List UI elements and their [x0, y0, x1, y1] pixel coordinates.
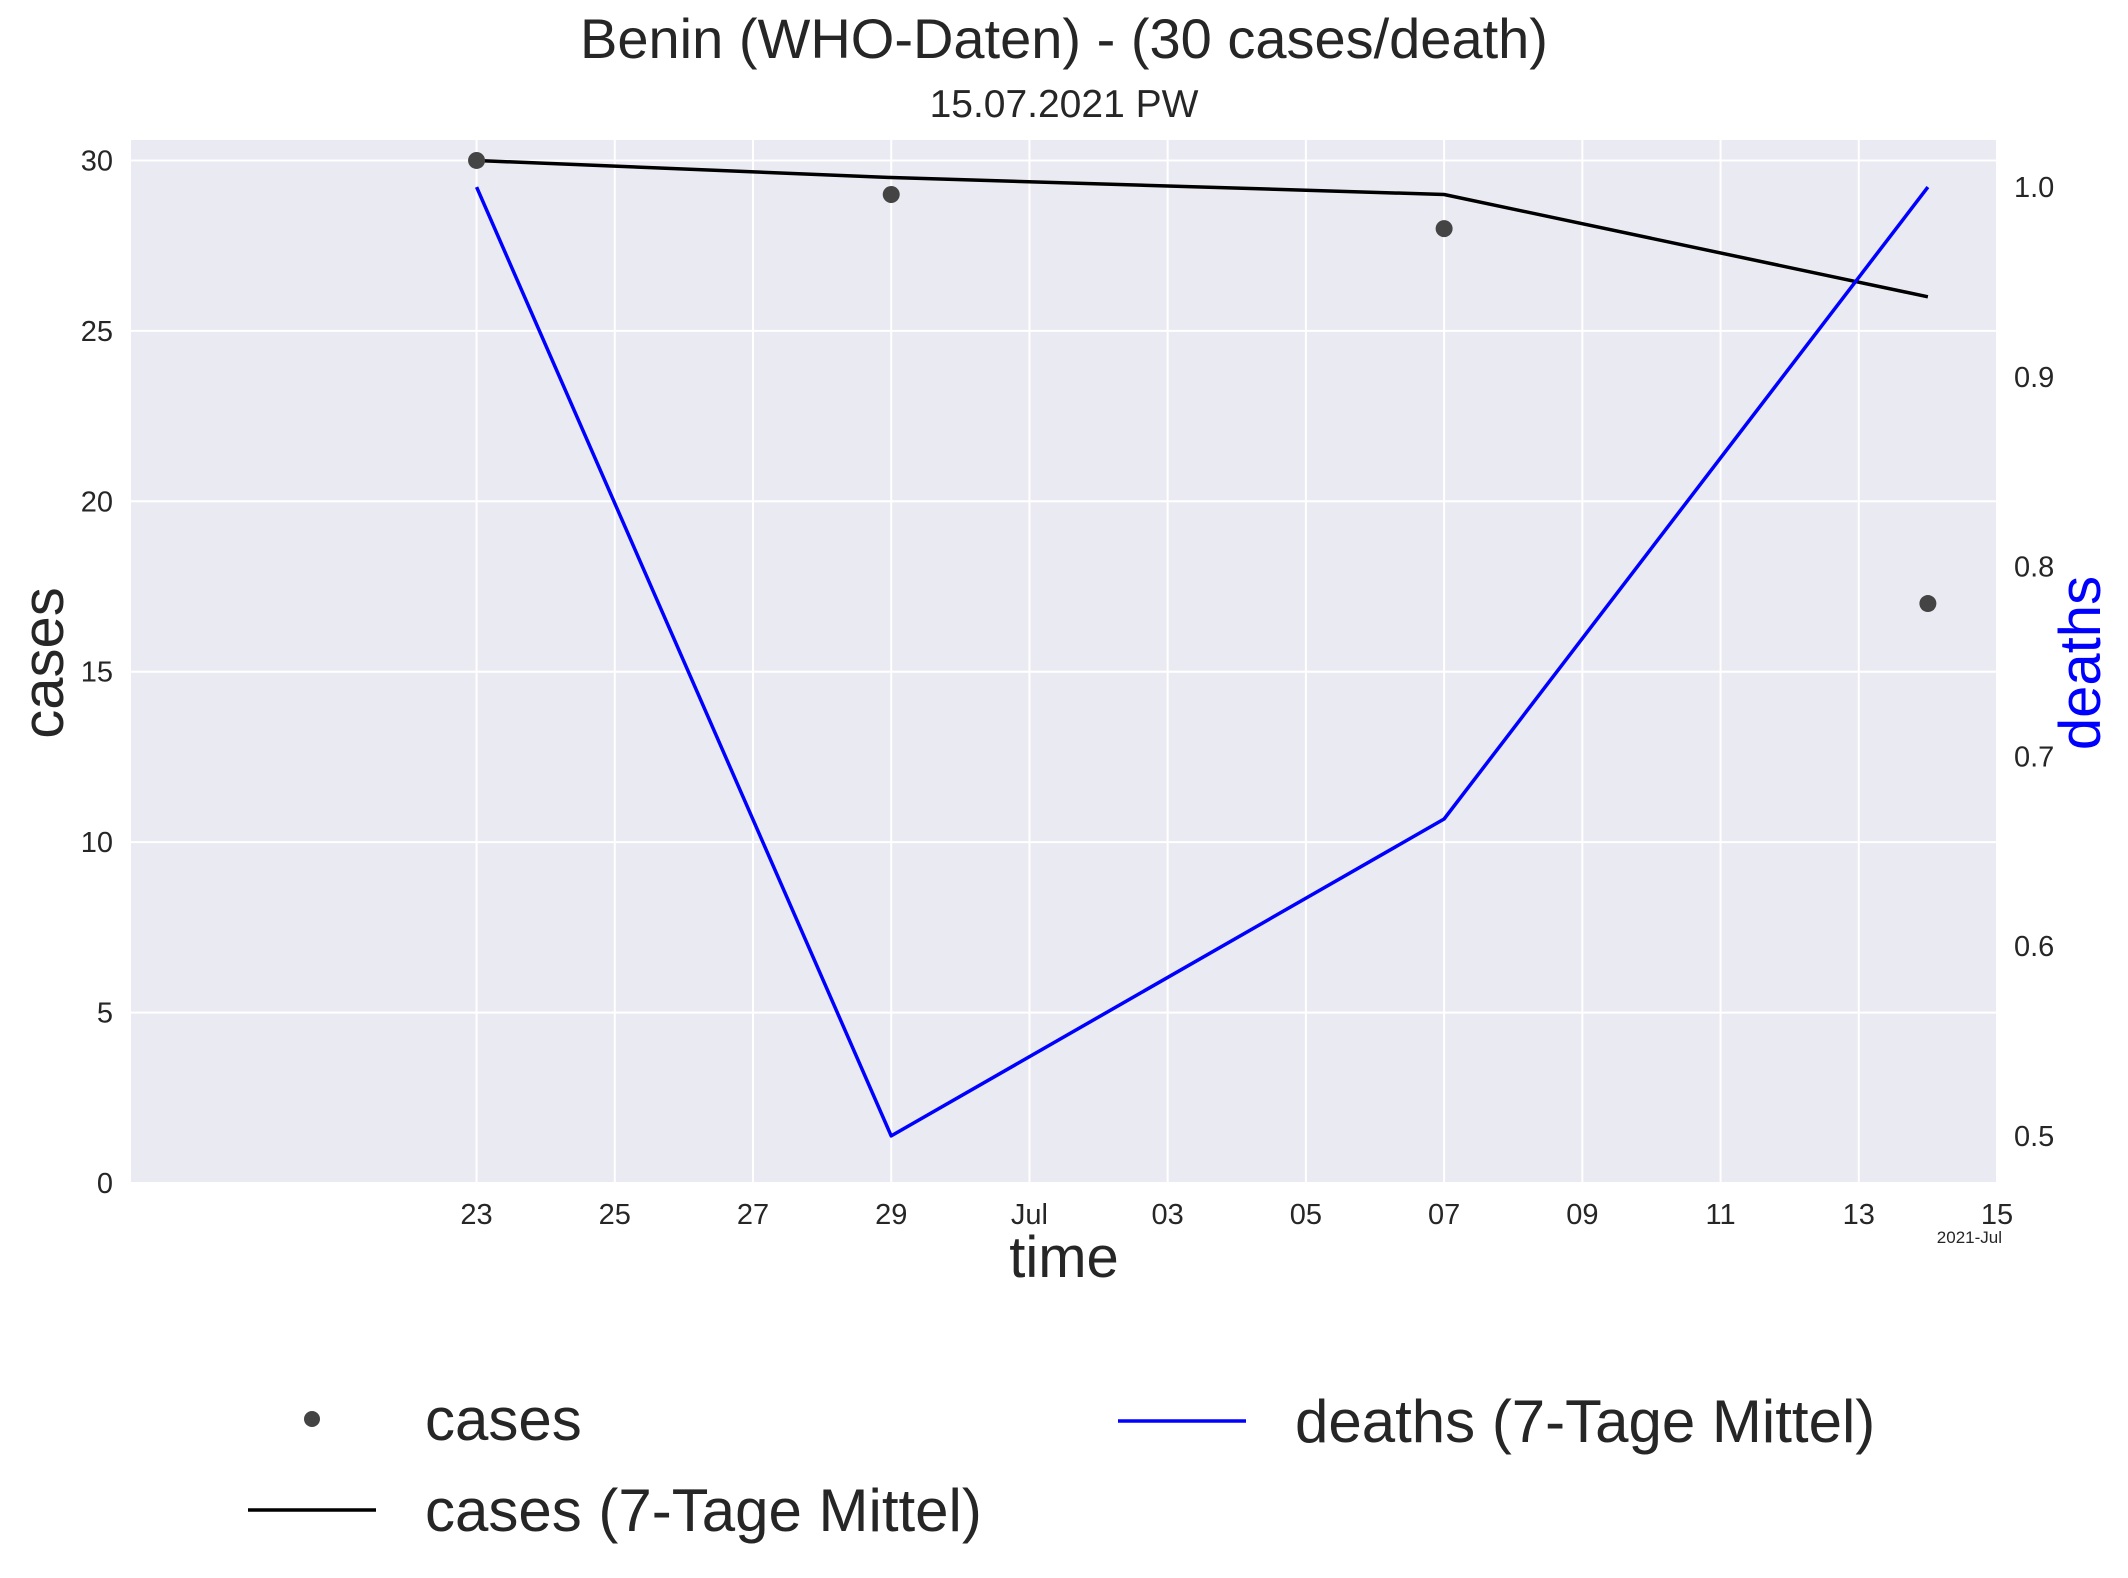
x-tick-label: 09: [1566, 1199, 1598, 1231]
x-tick-label: 13: [1843, 1199, 1875, 1231]
y-tick-label: 15: [81, 657, 113, 689]
y2-tick-label: 0.5: [2014, 1121, 2054, 1153]
y2-tick-label: 0.9: [2014, 362, 2054, 394]
y-axis-label: cases: [11, 587, 76, 739]
y-tick-label: 5: [97, 998, 113, 1030]
x-tick-label: 05: [1290, 1199, 1322, 1231]
y2-tick-label: 0.6: [2014, 931, 2054, 963]
plot-background: [131, 140, 1997, 1183]
x-tick-label: 29: [875, 1199, 907, 1231]
x-tick-label: 07: [1428, 1199, 1460, 1231]
y-tick-label: 10: [81, 827, 113, 859]
x-tick-label: 27: [737, 1199, 769, 1231]
cases-point: [882, 186, 900, 204]
cases-point: [1919, 595, 1937, 613]
cases-point: [468, 151, 486, 169]
y-tick-label: 0: [97, 1168, 113, 1200]
x-tick-label: 03: [1152, 1199, 1184, 1231]
y2-tick-label: 0.7: [2014, 741, 2054, 773]
chart-title: Benin (WHO-Daten) - (30 cases/death): [580, 7, 1548, 70]
legend-marker-cases: [304, 1411, 320, 1427]
y-tick-label: 20: [81, 486, 113, 518]
x-tick-label: 11: [1706, 1199, 1736, 1231]
cases-point: [1435, 220, 1453, 238]
legend-label-cases: cases: [425, 1386, 582, 1453]
x-axis-offset-label: 2021-Jul: [1937, 1228, 2002, 1247]
x-tick-label: 23: [460, 1199, 492, 1231]
x-tick-label: Jul: [1011, 1199, 1048, 1231]
y2-tick-label: 0.8: [2014, 552, 2054, 584]
chart-subtitle: 15.07.2021 PW: [930, 83, 1199, 126]
cases-mittel-line: [476, 158, 1929, 299]
grid-lines: [131, 140, 1998, 1184]
legend-label-deaths-mittel: deaths (7-Tage Mittel): [1295, 1388, 1875, 1455]
tick-labels: 23 25 27 29 Jul 03 05 07 09 11 13 150510152025300.5…: [81, 145, 2055, 1231]
x-axis-label: time: [1009, 1225, 1119, 1290]
legend: cases cases (7-Tage Mittel) deaths (7-Ta…: [248, 1386, 1875, 1544]
y2-axis-label: deaths: [2048, 576, 2113, 750]
series-layer: [468, 151, 1937, 1138]
x-tick-label: 25: [599, 1199, 631, 1231]
x-tick-label: 15: [1981, 1199, 2013, 1231]
y2-tick-label: 1.0: [2014, 172, 2054, 204]
legend-label-cases-mittel: cases (7-Tage Mittel): [425, 1477, 982, 1544]
y-tick-label: 30: [81, 145, 113, 177]
y-tick-label: 25: [81, 316, 113, 348]
deaths-mittel-line: [474, 186, 1930, 1138]
